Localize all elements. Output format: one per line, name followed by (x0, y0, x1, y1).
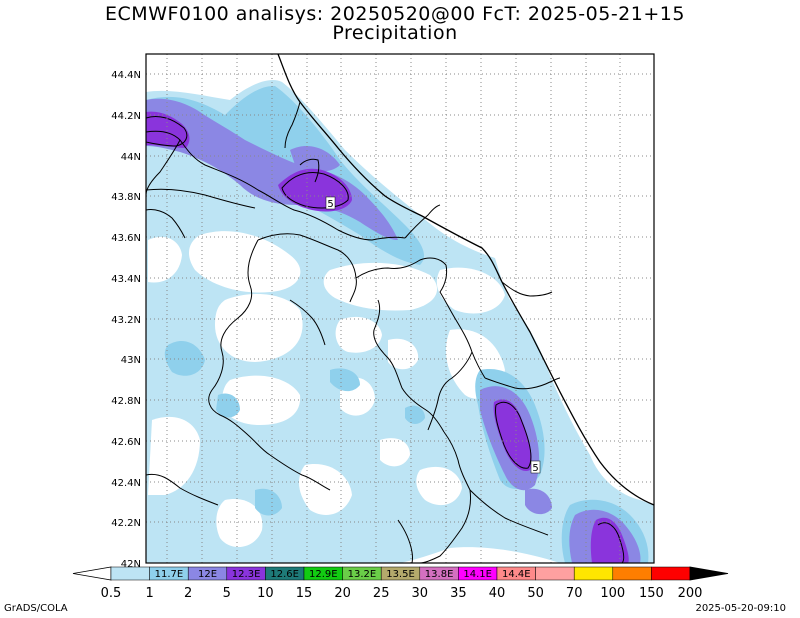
region-border-13 (419, 431, 471, 563)
lat-label: 43.6N (111, 233, 141, 244)
region-border-11 (146, 473, 219, 506)
region-border-12 (269, 454, 331, 491)
colorbar-value-label: 25 (373, 586, 390, 601)
region-border-15 (404, 204, 441, 239)
region-border-21 (289, 299, 326, 346)
lat-label: 42.2N (111, 518, 141, 529)
colorbar-value-label: 70 (566, 586, 583, 601)
contour-label-box-2 (530, 460, 541, 474)
colorbar-value-label: 200 (678, 586, 703, 601)
lat-label: 42.8N (111, 396, 141, 407)
contour-label-box-1 (325, 196, 336, 210)
latitude-axis: 44.4N 44.2N 44N 43.8N 43.6N 43.4N 43.2N … (111, 70, 141, 570)
region-border-19 (397, 519, 413, 563)
colorbar-value-label: 150 (639, 586, 664, 601)
colorbar-cell (110, 566, 150, 581)
contour-label-2: 5 (532, 463, 538, 474)
colorbar-inner-label: 14.4E (502, 569, 531, 580)
colorbar-cell (573, 566, 614, 581)
colorbar-inner-label: 12.9E (309, 569, 338, 580)
colorbar-inner-label: 12.6E (270, 569, 299, 580)
colorbar-inner-label: 14.1E (463, 569, 492, 580)
region-border-3 (146, 188, 256, 209)
colorbar-value-label: 10 (257, 586, 274, 601)
colorbar-value-label: 2 (184, 586, 192, 601)
colorbar-inner-label: 11.7E (155, 569, 184, 580)
colorbar-inner-label: 13.8E (425, 569, 454, 580)
colorbar-value-label: 20 (334, 586, 351, 601)
chart-title: ECMWF0100 analisys: 20250520@00 FcT: 202… (105, 3, 685, 25)
contour-label-1: 5 (327, 199, 333, 210)
colorbar-cell (651, 566, 691, 581)
region-border-7 (355, 257, 447, 279)
lat-label: 42.6N (111, 437, 141, 448)
colorbar-arrow-low (72, 566, 112, 581)
lat-label: 44.4N (111, 70, 141, 81)
colorbar-value-label: 15 (296, 586, 313, 601)
region-border-20 (501, 281, 553, 297)
lat-label: 44N (121, 152, 141, 163)
region-border-6 (208, 239, 271, 456)
lat-label: 43.2N (111, 315, 141, 326)
footer-timestamp: 2025-05-20-09:10 (695, 603, 786, 614)
colorbar-value-label: 1 (145, 586, 153, 601)
lat-label: 42.4N (111, 478, 141, 489)
region-border-17 (284, 101, 301, 149)
colorbar-value-label: 50 (527, 586, 544, 601)
map-frame (145, 53, 655, 564)
region-border-5 (257, 233, 357, 303)
region-border-8 (439, 264, 486, 379)
borders (146, 54, 654, 563)
region-border-4 (299, 158, 320, 183)
colorbar-cell (535, 566, 575, 581)
colorbar-value-label: 5 (223, 586, 231, 601)
colorbar-inner-label: 13.5E (386, 569, 415, 580)
colorbar-value-label: 0.5 (101, 586, 122, 601)
lat-label: 43.4N (111, 274, 141, 285)
footer-credit: GrADS/COLA (4, 603, 68, 614)
colorbar-value-label: 35 (450, 586, 467, 601)
region-border-10 (427, 351, 473, 431)
colorbar-cell (612, 566, 652, 581)
colorbar-inner-label: 12E (198, 569, 217, 580)
region-border-9 (373, 299, 445, 433)
region-border-14 (484, 377, 561, 390)
colorbar: 11.7E 12E 12.3E 12.6E 12.9E 13.2E 13.5E 13.8E 14… (72, 566, 729, 601)
colorbar-value-label: 40 (489, 586, 506, 601)
region-border-16 (469, 489, 549, 536)
chart-subtitle: Precipitation (332, 22, 458, 44)
lat-label: 44.2N (111, 111, 141, 122)
lat-label: 43.8N (111, 192, 141, 203)
colorbar-inner-label: 13.2E (348, 569, 377, 580)
colorbar-value-label: 100 (600, 586, 625, 601)
colorbar-value-label: 30 (412, 586, 429, 601)
colorbar-inner-label: 12.3E (232, 569, 261, 580)
region-border-1 (146, 130, 406, 241)
precip-shading (146, 54, 654, 563)
lat-label: 42N (121, 559, 141, 570)
colorbar-arrow-high (689, 566, 729, 581)
coastline (277, 54, 654, 506)
region-border-18 (146, 209, 186, 239)
lat-label: 43N (121, 355, 141, 366)
